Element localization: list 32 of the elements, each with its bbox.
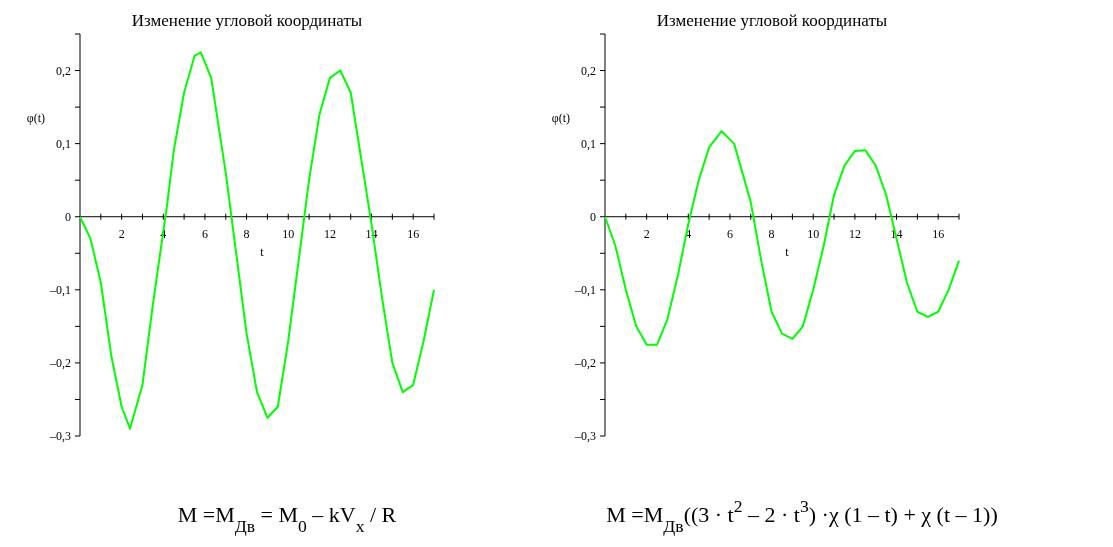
x-tick-label: 12 [323, 226, 336, 241]
y-tick-label: 0,1 [581, 136, 596, 151]
x-tick-label: 16 [407, 226, 420, 241]
y-tick-label: 0 [590, 209, 596, 224]
x-tick-label: 8 [768, 226, 775, 241]
y-tick-label: –0,1 [574, 282, 596, 297]
y-tick-label: 0,2 [581, 63, 596, 78]
y-tick-label: –0,2 [574, 355, 596, 370]
text: M =M$_{Дв}$((3 · t$^{2}$ – 2 · t$^{3}$) ·χ (1 – t) + χ (t – 1)) [606, 496, 998, 536]
y-tick-label: –0,3 [49, 429, 71, 443]
y-tick-label: 0 [65, 209, 71, 224]
text: M =M$_{Дв}$ = M$_{0}$ – kV$_{x}$ / R [177, 502, 397, 536]
y-tick-label: –0,1 [49, 282, 71, 297]
x-tick-label: 2 [118, 226, 125, 241]
chart-title: Изменение угловой координаты [131, 11, 363, 30]
x-axis-title: t [260, 244, 265, 259]
y-tick-label: –0,3 [574, 429, 596, 443]
x-tick-label: 6 [201, 226, 208, 241]
x-tick-label: 2 [643, 226, 650, 241]
x-tick-label: 8 [243, 226, 250, 241]
y-tick-label: 0,2 [56, 63, 71, 78]
y-tick-label: 0,1 [56, 136, 71, 151]
y-axis-title: φ(t) [551, 110, 571, 125]
x-tick-label: 6 [726, 226, 733, 241]
y-tick-label: –0,2 [49, 355, 71, 370]
y-axis-title: φ(t) [26, 110, 46, 125]
x-axis-title: t [785, 244, 790, 259]
x-tick-label: 10 [282, 226, 295, 241]
x-tick-label: 12 [848, 226, 861, 241]
x-tick-label: 16 [932, 226, 945, 241]
chart-title: Изменение угловой координаты [656, 11, 888, 30]
x-tick-label: 10 [807, 226, 820, 241]
